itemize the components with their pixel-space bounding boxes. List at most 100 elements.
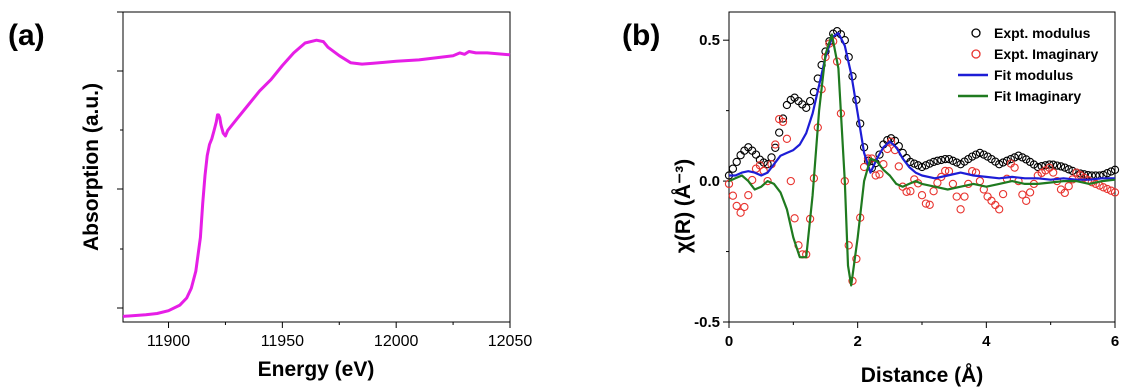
panel-b-x-tick-label: 6 [1111,333,1119,350]
series-expt-imaginary-point [728,191,738,200]
series-expt-imaginary-point [960,192,969,201]
series-expt-modulus-point [1033,162,1042,172]
series-expt-imaginary-point [740,202,749,212]
series-expt-imaginary-point [1018,190,1027,199]
series-expt-imaginary-point [852,254,861,264]
series-expt-modulus-point [1056,162,1066,171]
series-expt-modulus-point [1106,167,1116,176]
series-expt-modulus-point [778,114,788,123]
series-expt-imaginary-point [906,187,915,196]
series-expt-modulus-point [933,156,942,165]
panel-b-x-tick-label: 0 [725,333,733,350]
series-expt-modulus-point [728,164,738,173]
series-expt-modulus [724,27,1120,180]
series-expt-modulus-point [1103,169,1112,178]
series-expt-modulus-point [1110,165,1120,174]
series-expt-modulus-point [921,161,931,170]
series-expt-modulus-point [937,155,946,165]
series-expt-imaginary-point [744,191,753,200]
legend-expt-modulus-label: Expt. modulus [994,25,1091,41]
panel-a-y-axis-label: Absorption (a.u.) [80,83,103,251]
series-expt-modulus-point [732,157,741,167]
panel-b-legend: Expt. modulus Expt. Imaginary Fit modulus F… [958,25,1098,104]
series-expt-imaginary-point [998,189,1008,199]
series-expt-modulus-point [1052,161,1062,170]
series-expt-modulus-point [1014,151,1023,160]
series-expt-modulus-point [971,150,981,159]
series-expt-imaginary-point [1103,184,1112,194]
series-expt-imaginary-point [1106,186,1116,195]
panel-b-x-tick-label: 2 [853,333,861,350]
panel-b: (b) 0 2 4 6 -0.5 0.0 0.5 Distance (Å) χ(R) (Å… [622,11,1120,387]
panel-a: (a) 11900 11950 12000 12050 Energy (eV) Abs… [8,11,532,381]
series-expt-modulus-point [906,157,915,167]
series-expt-imaginary-point [956,205,965,214]
series-expt-imaginary-point [948,179,958,189]
series-expt-imaginary-point [875,170,884,179]
series-expt-imaginary-point [736,208,745,217]
series-expt-modulus-point [802,103,811,112]
series-expt-imaginary-point [886,137,896,146]
series-expt-imaginary-point [929,187,938,196]
series-expt-modulus-point [767,153,776,162]
panel-a-x-ticks: 11900 11950 12000 12050 [147,322,532,350]
series-expt-modulus-point [941,154,950,164]
series-expt-imaginary-point [1025,188,1035,197]
panel-b-y-tick-label: -0.5 [694,314,720,331]
panel-a-x-tick-label: 12000 [374,333,419,350]
series-expt-imaginary-point [867,154,876,163]
legend-expt-imaginary-marker [971,49,981,59]
series-expt-modulus-point [1006,154,1015,164]
series-expt-imaginary-point [1099,183,1108,192]
series-expt-imaginary-point [1022,196,1031,205]
series-expt-modulus-point [890,136,900,145]
panel-a-x-tick-label: 11950 [261,333,304,350]
panel-b-y-tick-label: 0.0 [699,173,720,190]
series-expt-modulus-point [975,148,985,158]
series-expt-imaginary-point [983,192,992,201]
series-expt-modulus-point [944,154,954,164]
series-expt-modulus-point [1079,170,1089,179]
panel-a-label: (a) [8,19,45,52]
series-expt-modulus-point [751,150,761,159]
series-fit-modulus-line [729,32,1115,181]
series-expt-modulus-point [913,161,923,170]
panel-b-y-axis-label: χ(R) (Å⁻³) [671,159,695,253]
panel-a-absorption-line [122,38,511,318]
panel-b-y-tick-label: 0.5 [699,32,720,49]
series-expt-imaginary-point [1060,188,1069,198]
panel-b-series [724,27,1120,287]
series-expt-modulus-point [736,151,745,160]
panel-a-x-tick-label: 12050 [488,333,533,350]
series-expt-modulus-point [875,150,884,159]
panel-a-x-tick-label: 11900 [147,333,190,350]
series-fit-imaginary-line [728,33,1116,287]
panel-a-frame [122,11,511,323]
panel-a-y-ticks [117,11,123,309]
series-expt-modulus-point [1045,160,1054,169]
series-expt-modulus-point [782,100,792,110]
series-expt-imaginary-point [987,196,996,205]
series-expt-imaginary-point [786,176,795,186]
series-expt-imaginary-point [941,166,950,176]
legend-fit-modulus-label: Fit modulus [994,67,1074,83]
series-expt-imaginary-point [917,191,927,200]
series-expt-modulus-point [1010,153,1019,162]
panel-a-x-axis-label: Energy (eV) [258,358,375,381]
series-expt-imaginary-point [975,176,985,186]
series-expt-modulus-point [998,158,1008,167]
series-expt-modulus-point [1064,165,1073,174]
series-expt-modulus-point [948,156,958,165]
series-expt-imaginary-point [995,205,1004,214]
legend-expt-modulus-marker [971,28,981,38]
series-expt-modulus-point [805,96,815,106]
series-expt-imaginary-point [763,176,772,186]
legend-expt-imaginary-label: Expt. Imaginary [994,46,1098,62]
series-expt-imaginary-point [1010,163,1019,172]
series-expt-modulus-point [775,128,784,137]
series-expt-imaginary-point [771,140,780,149]
series-expt-imaginary-point [883,144,892,154]
panel-b-x-ticks: 0 2 4 6 [725,322,1119,350]
series-expt-imaginary-point [1064,182,1073,191]
series-expt-imaginary-point [898,182,907,191]
